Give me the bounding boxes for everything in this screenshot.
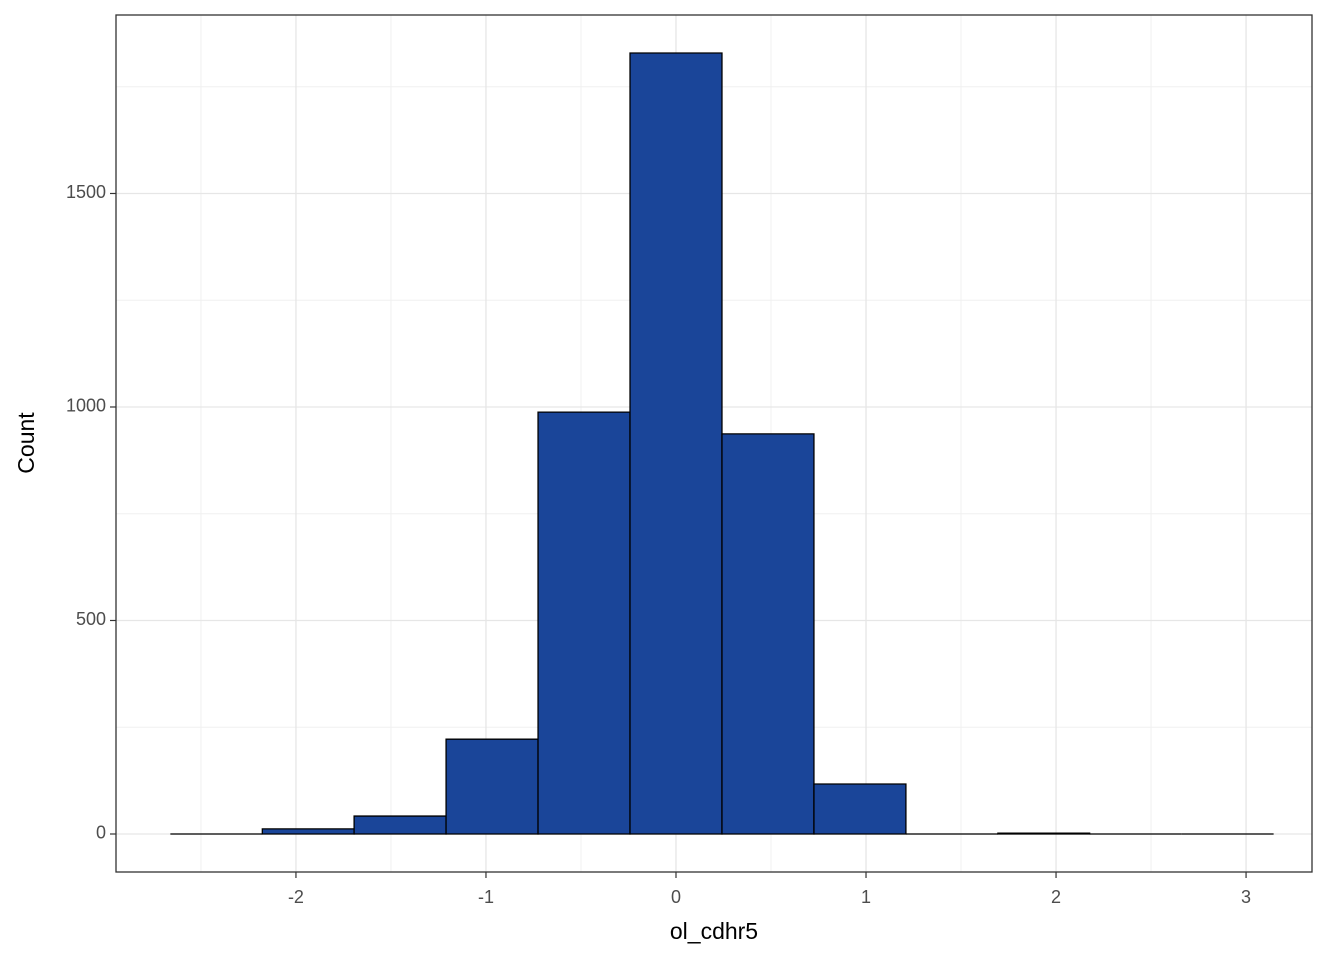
bar bbox=[629, 52, 723, 835]
y-axis-title: Count bbox=[13, 412, 39, 474]
bar bbox=[445, 738, 539, 835]
y-tick-label: 1500 bbox=[66, 182, 106, 202]
y-tick-label: 0 bbox=[96, 823, 106, 843]
bar bbox=[261, 828, 355, 835]
bar bbox=[813, 783, 907, 835]
x-tick-label: 3 bbox=[1241, 887, 1251, 907]
panel-border bbox=[115, 14, 1313, 873]
bar bbox=[353, 815, 447, 835]
y-tick-label: 500 bbox=[76, 609, 106, 629]
bar bbox=[721, 433, 815, 835]
x-axis-title: ol_cdhr5 bbox=[670, 918, 758, 944]
x-tick-label: -2 bbox=[288, 887, 304, 907]
bar bbox=[537, 411, 631, 835]
x-tick-label: 0 bbox=[671, 887, 681, 907]
x-tick-label: -1 bbox=[478, 887, 494, 907]
y-tick-label: 1000 bbox=[66, 396, 106, 416]
x-tick-label: 2 bbox=[1051, 887, 1061, 907]
x-tick-label: 1 bbox=[861, 887, 871, 907]
bar bbox=[997, 832, 1091, 835]
